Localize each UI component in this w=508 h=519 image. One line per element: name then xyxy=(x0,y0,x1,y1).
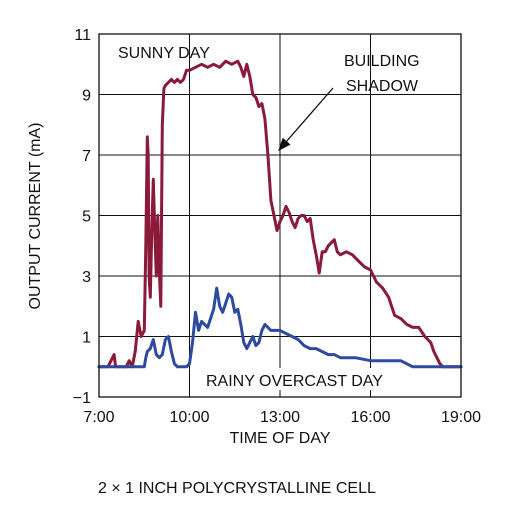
rainy-label-background xyxy=(203,368,387,390)
y-tick-label: 7 xyxy=(82,148,91,165)
y-tick-label: −1 xyxy=(73,390,91,407)
building-shadow-arrow xyxy=(278,87,334,151)
y-tick-label: 3 xyxy=(82,269,91,286)
series-layer xyxy=(97,59,463,369)
rainy-overcast-day-label: RAINY OVERCAST DAY xyxy=(206,373,383,390)
x-tick-label: 7:00 xyxy=(83,409,114,426)
y-tick-label: 11 xyxy=(74,27,91,44)
plot-frame xyxy=(98,33,462,398)
x-tick-label: 13:00 xyxy=(260,409,300,426)
sunny-day-label: SUNNY DAY xyxy=(118,45,210,62)
y-tick-label: 5 xyxy=(82,209,91,226)
building-shadow-label-line1: BUILDING xyxy=(344,53,420,70)
x-tick-label: 19:00 xyxy=(441,409,481,426)
x-axis-title: TIME OF DAY xyxy=(229,430,330,447)
building-shadow-label-line2: SHADOW xyxy=(346,78,419,95)
sunny-day-line xyxy=(97,59,463,369)
ticks: 7:00 10:00 13:00 16:00 19:00 −1 1 3 5 7 9 11 xyxy=(73,27,481,426)
x-tick-label: 10:00 xyxy=(169,409,209,426)
y-tick-label: 9 xyxy=(82,88,91,105)
y-tick-label: 1 xyxy=(82,330,91,347)
y-axis-title: OUTPUT CURRENT (mA) xyxy=(27,123,44,310)
caption: 2 × 1 INCH POLYCRYSTALLINE CELL xyxy=(98,480,376,497)
rainy-overcast-day-line xyxy=(97,286,463,369)
x-tick-label: 16:00 xyxy=(350,409,390,426)
chart: 7:00 10:00 13:00 16:00 19:00 −1 1 3 5 7 9 11 TIME O… xyxy=(27,27,481,447)
